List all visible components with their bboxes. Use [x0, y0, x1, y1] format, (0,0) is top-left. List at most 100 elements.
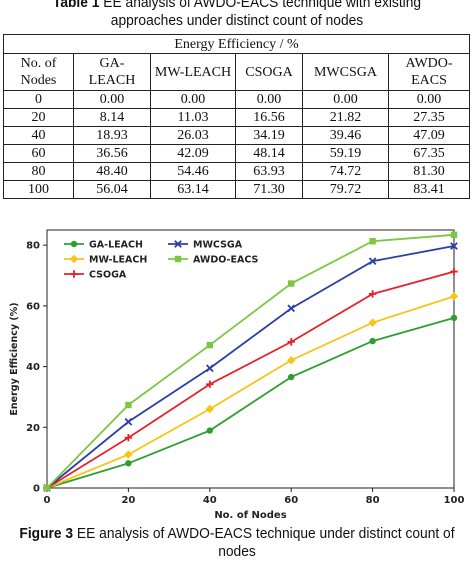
- table-span-header: Energy Efficiency / %: [2, 34, 471, 54]
- data-point: [124, 434, 133, 442]
- y-tick-label: 60: [26, 301, 40, 312]
- energy-efficiency-table: Energy Efficiency / % No. of Nodes GA-LEA…: [2, 34, 471, 199]
- table-cell: 42.09: [150, 144, 236, 163]
- data-point: [43, 484, 51, 492]
- legend-label: GA-LEACH: [89, 240, 143, 251]
- data-point: [287, 356, 296, 365]
- x-tick-label: 20: [121, 495, 135, 506]
- table-cell: 54.46: [150, 162, 236, 181]
- table-cell: 67.35: [387, 144, 471, 163]
- table-cell: 60: [3, 144, 74, 163]
- x-tick-label: 60: [284, 495, 298, 506]
- table-column-header: GA-LEACH: [73, 53, 151, 91]
- x-tick-label: 80: [366, 495, 380, 506]
- figure-caption: Figure 3 EE analysis of AWDO-EACS techni…: [19, 525, 455, 561]
- table-cell: 0.00: [302, 90, 389, 109]
- data-point: [368, 318, 377, 327]
- series-line-mw-leach: [46, 295, 455, 489]
- data-point: [287, 338, 295, 346]
- data-point: [206, 341, 213, 349]
- series-line-awdo-eacs: [46, 233, 455, 489]
- table-cell: 48.40: [73, 162, 151, 181]
- energy-efficiency-chart: 0 20 40 60 80 100 0 20 40 60 80 No. of Nodes Energy …: [0, 222, 474, 522]
- y-tick-label: 40: [26, 362, 40, 373]
- data-point: [288, 373, 295, 381]
- legend-label: MWCSGA: [193, 240, 243, 251]
- table-cell: 56.04: [73, 180, 151, 199]
- legend-marker: [70, 270, 78, 278]
- table-row: 40 18.93 26.03 34.19 39.46 47.09: [3, 126, 471, 145]
- table-cell: 11.03: [150, 108, 236, 127]
- data-point: [124, 417, 133, 426]
- table-cell: 47.09: [387, 126, 471, 145]
- data-point: [124, 450, 133, 459]
- plot-frame: [46, 229, 455, 489]
- table-cell: 26.03: [150, 126, 236, 145]
- y-tick-label: 0: [33, 484, 40, 495]
- table-cell: 8.14: [73, 108, 151, 127]
- series-line-mwcsga: [46, 245, 455, 489]
- legend-marker: [174, 255, 182, 263]
- table-row: 100 56.04 63.14 71.30 79.72 83.41: [3, 180, 471, 199]
- table-column-header: AWDO-EACS: [387, 53, 471, 91]
- table-cell: 74.72: [302, 162, 389, 181]
- table-cell: 21.82: [302, 108, 389, 127]
- x-tick-label: 40: [203, 495, 217, 506]
- table-cell: 36.56: [73, 144, 151, 163]
- y-tick-label: 20: [26, 423, 40, 434]
- y-tick-label: 80: [26, 241, 40, 252]
- data-point: [450, 242, 458, 250]
- legend-label: AWDO-EACS: [193, 255, 258, 266]
- figure-caption-label: Figure 3: [19, 525, 74, 542]
- table-cell: 0.00: [150, 90, 236, 109]
- table-cell: 71.30: [235, 180, 303, 199]
- table-row: 0 0.00 0.00 0.00 0.00 0.00: [3, 90, 471, 109]
- table-cell: 16.56: [235, 108, 303, 127]
- x-axis-label: No. of Nodes: [214, 510, 286, 521]
- data-point: [125, 460, 132, 467]
- legend-marker: [70, 240, 78, 248]
- chart-svg: 0 20 40 60 80 100 0 20 40 60 80 No. of Nodes Energy …: [9, 229, 465, 521]
- data-point: [125, 401, 132, 409]
- legend-marker: [69, 254, 79, 264]
- table-cell: 63.14: [150, 180, 236, 199]
- table-cell: 20: [3, 108, 74, 127]
- table-cell: 63.93: [235, 162, 303, 181]
- table-body: 0 0.00 0.00 0.00 0.00 0.00 20 8.14 11.03 16.56 21.…: [3, 90, 471, 199]
- data-point: [369, 337, 376, 345]
- table-cell: 34.19: [235, 126, 303, 145]
- data-point: [287, 304, 296, 313]
- data-point: [368, 257, 377, 266]
- y-axis-label: Energy Efficiency (%): [9, 302, 20, 415]
- table-cell: 0.00: [387, 90, 471, 109]
- data-point: [449, 292, 459, 301]
- table-caption-text: EE analysis of AWDO-EACS technique with …: [99, 0, 422, 29]
- data-point: [205, 404, 214, 414]
- table-cell: 39.46: [302, 126, 389, 145]
- table-cell: 80: [3, 162, 74, 181]
- data-point: [450, 231, 458, 239]
- table-cell: 40: [3, 126, 74, 145]
- data-point: [206, 427, 213, 434]
- data-point: [450, 267, 458, 276]
- series-line-csoga: [46, 270, 455, 489]
- data-point: [205, 364, 214, 373]
- table-column-header: No. of Nodes: [3, 53, 74, 91]
- series-line-ga-leach: [46, 317, 455, 489]
- table-cell: 0: [3, 90, 74, 109]
- x-tick-label: 100: [444, 495, 465, 506]
- data-point: [368, 290, 377, 298]
- figure-caption-text: EE analysis of AWDO-EACS technique under…: [73, 525, 455, 560]
- x-tick-label: 0: [44, 495, 51, 506]
- table-cell: 48.14: [235, 144, 303, 163]
- table-cell: 0.00: [235, 90, 303, 109]
- data-point: [450, 314, 458, 322]
- table-column-header: MWCSGA: [302, 53, 389, 91]
- table-row: 20 8.14 11.03 16.56 21.82 27.35: [3, 108, 471, 127]
- table-caption-label: Table 1: [52, 0, 100, 11]
- table-caption: Table 1 EE analysis of AWDO-EACS techniq…: [19, 0, 455, 30]
- table-row: 60 36.56 42.09 48.14 59.19 67.35: [3, 144, 471, 163]
- legend-label: MW-LEACH: [89, 255, 147, 266]
- table-column-headers: No. of Nodes GA-LEACH MW-LEACH CSOGA MWCSGA A…: [3, 53, 471, 91]
- table-cell: 81.30: [387, 162, 471, 181]
